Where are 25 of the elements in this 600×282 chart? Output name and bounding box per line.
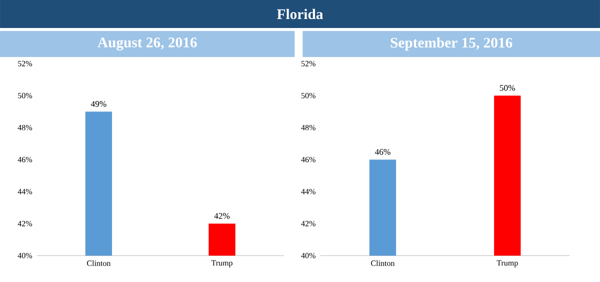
y-tick-label: 46%: [301, 156, 316, 162]
y-tick-label: 46%: [18, 156, 32, 162]
y-tick-label: 52%: [18, 60, 32, 66]
x-tick-label: Clinton: [87, 260, 111, 266]
data-label: 42%: [214, 213, 230, 219]
data-label: 49%: [90, 101, 106, 107]
y-tick-label: 42%: [18, 220, 32, 226]
data-label: 50%: [500, 85, 516, 91]
x-tick-label: Trump: [211, 260, 232, 268]
y-tick-label: 40%: [18, 252, 32, 258]
chart-subtitle: September 15, 2016: [390, 37, 512, 51]
data-label: 46%: [374, 149, 390, 155]
y-tick-label: 40%: [301, 252, 316, 258]
y-tick-label: 50%: [301, 92, 316, 98]
y-tick-label: 42%: [301, 220, 316, 226]
chart-title: Florida: [277, 8, 324, 20]
x-tick-label: Trump: [496, 260, 518, 268]
x-tick-label: Clinton: [371, 260, 395, 266]
y-tick-label: 50%: [18, 92, 32, 98]
chart-subtitle: August 26, 2016: [98, 38, 197, 50]
y-tick-label: 52%: [301, 60, 316, 66]
y-tick-label: 48%: [18, 124, 32, 130]
y-tick-label: 44%: [301, 188, 316, 194]
y-tick-label: 44%: [18, 188, 32, 194]
y-tick-label: 48%: [301, 124, 316, 130]
